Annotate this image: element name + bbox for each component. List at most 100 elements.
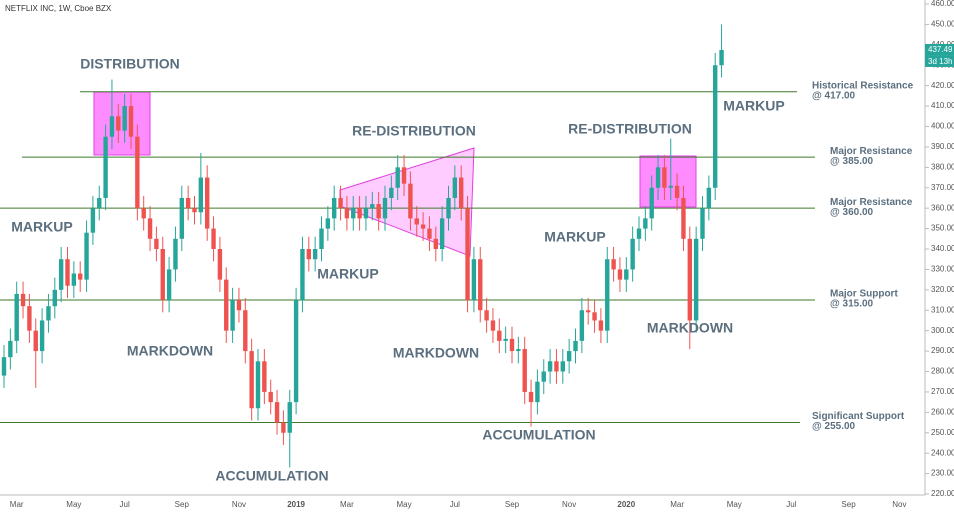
candle-body [14,293,19,341]
y-tick-label: 340.00 [931,244,954,253]
x-tick-label: Mar [340,500,354,509]
candle-body [192,208,197,213]
level-label: Significant Support [812,411,905,422]
x-tick-label: Sep [841,500,856,509]
candle-body [693,238,699,321]
candle-body [39,320,45,352]
candle-body [46,306,51,321]
candle-body [287,402,292,433]
x-tick-label: May [396,500,411,509]
candle-body [439,218,445,249]
x-tick-label: Jul [120,500,130,509]
level-label: Major Resistance [830,146,913,157]
candle-body [211,228,216,249]
x-tick-label: Nov [892,500,906,509]
candle-body [312,249,318,260]
candle-body [490,320,496,331]
annotation: RE-DISTRIBUTION [568,121,692,137]
candle-body [643,218,648,229]
annotation: RE-DISTRIBUTION [352,123,476,139]
candle-body [598,320,604,331]
x-tick-label: Sep [175,500,190,509]
price-tag [925,43,954,56]
candle-body [547,361,553,372]
y-tick-label: 350.00 [931,224,954,233]
candle-body [503,338,508,341]
candle-body [306,249,311,260]
level-sublabel: @ 385.00 [830,156,874,167]
candle-body [8,340,13,358]
candle-body [674,185,680,198]
candle-body [420,224,426,229]
y-tick-label: 320.00 [931,285,954,294]
x-tick-label: Nov [562,500,576,509]
price-tag-label: 437.49 [928,45,953,54]
candle-body [293,300,299,403]
candle-body [528,391,534,403]
y-tick-label: 460.00 [931,0,954,8]
candle-body [344,208,350,219]
y-tick-label: 400.00 [931,122,954,131]
candle-body [630,238,635,270]
y-tick-label: 380.00 [931,162,954,171]
x-tick-label: 2019 [287,500,305,509]
candle-body [554,361,559,372]
candle-body [166,269,172,301]
candle-body [338,197,343,209]
candle-body [535,381,540,403]
candle-body [566,351,572,362]
candle-body [160,249,165,301]
candle-body [128,106,134,137]
y-tick-label: 270.00 [931,387,954,396]
candle-body [198,177,204,213]
y-tick-label: 310.00 [931,305,954,314]
level-sublabel: @ 417.00 [812,90,856,101]
candle-body [452,177,458,198]
candle-body [376,204,381,219]
candle-body [281,422,286,433]
y-tick-label: 230.00 [931,469,954,478]
chart-title: NETFLIX INC, 1W, Cboe BZX [5,4,112,13]
candle-body [700,208,705,239]
candle-body [84,232,89,280]
level-sublabel: @ 255.00 [812,421,856,432]
candle-body [706,187,712,209]
candle-body [655,167,661,188]
candle-body [497,330,502,341]
annotation: MARKUP [723,98,784,114]
candle-body [573,340,578,352]
candle-body [179,197,184,239]
y-tick-label: 370.00 [931,183,954,192]
candle-body [446,197,451,219]
x-tick-label: Jul [786,500,796,509]
candle-body [363,208,369,219]
x-tick-label: May [66,500,81,509]
candle-body [33,330,38,352]
y-tick-label: 390.00 [931,142,954,151]
candle-body [90,208,96,233]
y-tick-label: 410.00 [931,101,954,110]
annotation: MARKDOWN [647,320,733,336]
annotation: MARKUP [317,266,378,282]
level-sublabel: @ 315.00 [830,299,874,310]
countdown-label: 3d 13h [928,57,952,66]
candle-body [154,238,159,249]
candle-body [586,310,591,313]
candle-body [408,183,413,219]
x-tick-label: 2020 [617,500,635,509]
candle-body [465,208,470,301]
candle-body [351,208,356,219]
candle-body [255,361,261,409]
candle-body [1,357,7,376]
candle-body [522,349,527,392]
candle-body [230,300,235,331]
candle-body [300,249,305,301]
candle-body [516,349,521,352]
y-tick-label: 280.00 [931,367,954,376]
candle-body [459,177,464,209]
candle-body [249,351,254,409]
candle-body [332,197,337,219]
y-tick-label: 290.00 [931,346,954,355]
x-tick-label: Mar [670,500,684,509]
